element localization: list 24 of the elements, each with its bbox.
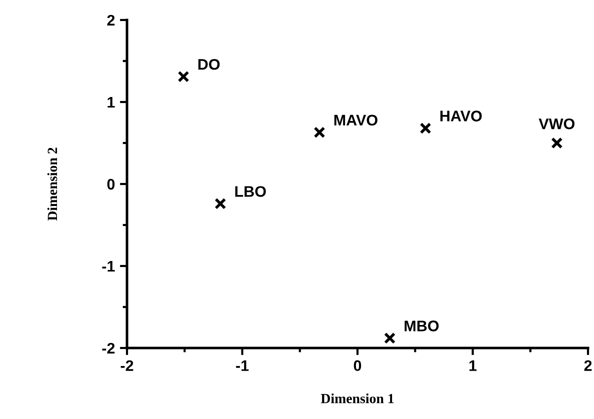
y-tick-label: 2 [107, 14, 115, 26]
point [178, 70, 190, 82]
x-tick-label: -1 [236, 360, 249, 371]
annotation: VWO [538, 118, 574, 130]
x-tick-label: -2 [120, 360, 134, 371]
point [314, 126, 326, 138]
x-tick-label: 0 [354, 360, 362, 372]
point [420, 122, 432, 134]
y-axis-title: Dimension 2 [47, 148, 58, 221]
annotation: MBO [404, 320, 439, 332]
y-tick-label: -1 [102, 261, 115, 272]
annotation: LBO [235, 186, 266, 197]
point [214, 198, 226, 210]
x-tick-label: 2 [584, 360, 592, 371]
y-tick-label: 1 [108, 97, 115, 108]
point [384, 332, 396, 344]
y-tick-label: -2 [102, 342, 115, 354]
point [551, 137, 563, 149]
annotation: MAVO [334, 114, 378, 126]
x-axis-title: Dimension 1 [320, 393, 394, 404]
annotation: HAVO [440, 110, 482, 122]
y-tick-label: 0 [107, 178, 115, 190]
annotation: DO [198, 58, 220, 70]
x-tick-label: 1 [469, 360, 477, 371]
